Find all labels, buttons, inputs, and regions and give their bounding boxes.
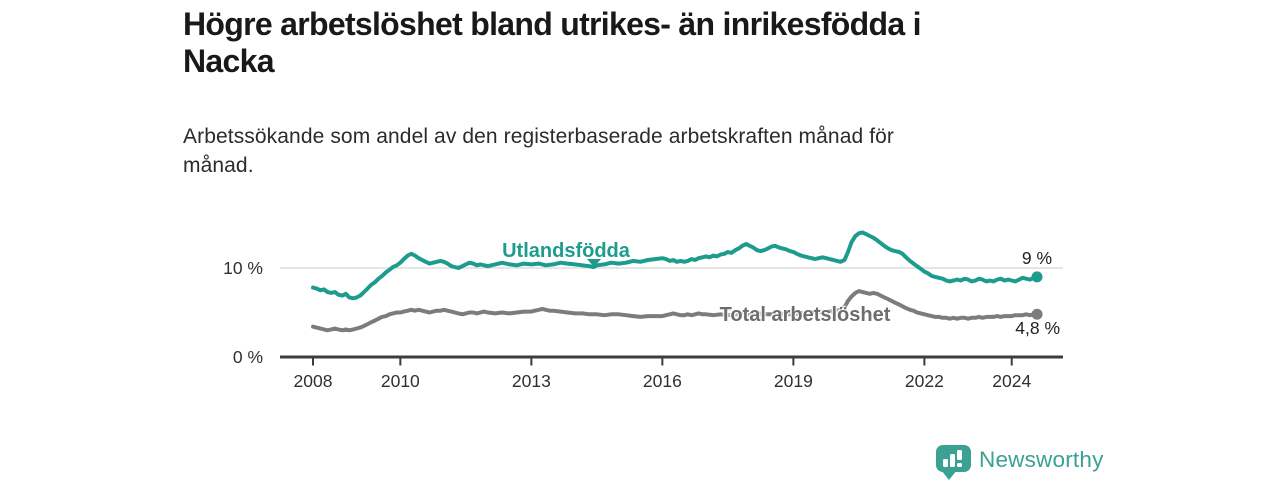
x-axis-label-2024: 2024 — [992, 371, 1032, 391]
chart-subtitle-line-2: månad. — [183, 154, 254, 177]
series-line-0 — [311, 230, 1039, 301]
x-axis-label-2008: 2008 — [293, 371, 333, 391]
page-title-line-1: Högre arbetslöshet bland utrikes- än inr… — [183, 6, 922, 42]
series-label-caret-icon — [587, 259, 601, 267]
page-title-line-2: Nacka — [183, 43, 275, 79]
end-value-label-utlandsfodda: 9 % — [1021, 248, 1052, 268]
logo-bar-icon — [943, 459, 948, 467]
end-value-label-total: 4,8 % — [1015, 318, 1060, 338]
series-label-total-arbetsloshet: Total arbetslöshet — [719, 304, 891, 326]
series-line-1 — [311, 289, 1039, 333]
x-axis-label-2016: 2016 — [642, 371, 682, 391]
logo-bubble-tail-icon — [941, 470, 957, 480]
series-end-dot-0 — [1031, 271, 1043, 283]
x-axis-label-2019: 2019 — [773, 371, 813, 391]
newsworthy-wordmark: Newsworthy — [979, 447, 1104, 472]
logo-exclamation-icon — [957, 450, 962, 460]
chart-subtitle: Arbetssökande som andel av den registerb… — [183, 122, 1083, 180]
page-title: Högre arbetslöshet bland utrikes- än inr… — [183, 6, 1163, 80]
x-axis-label-2013: 2013 — [511, 371, 551, 391]
logo-exclamation-dot-icon — [957, 463, 962, 467]
x-axis-label-2010: 2010 — [380, 371, 420, 391]
logo-bar-icon — [950, 454, 955, 467]
x-axis-label-2022: 2022 — [904, 371, 944, 391]
y-axis-label-10: 10 % — [223, 258, 263, 278]
chart-subtitle-line-1: Arbetssökande som andel av den registerb… — [183, 125, 895, 148]
newsworthy-bubble-icon — [936, 445, 971, 472]
series-end-dot-1 — [1031, 308, 1043, 320]
y-axis-label-0: 0 % — [232, 347, 263, 367]
series-label-utlandsfodda: Utlandsfödda — [502, 240, 630, 262]
